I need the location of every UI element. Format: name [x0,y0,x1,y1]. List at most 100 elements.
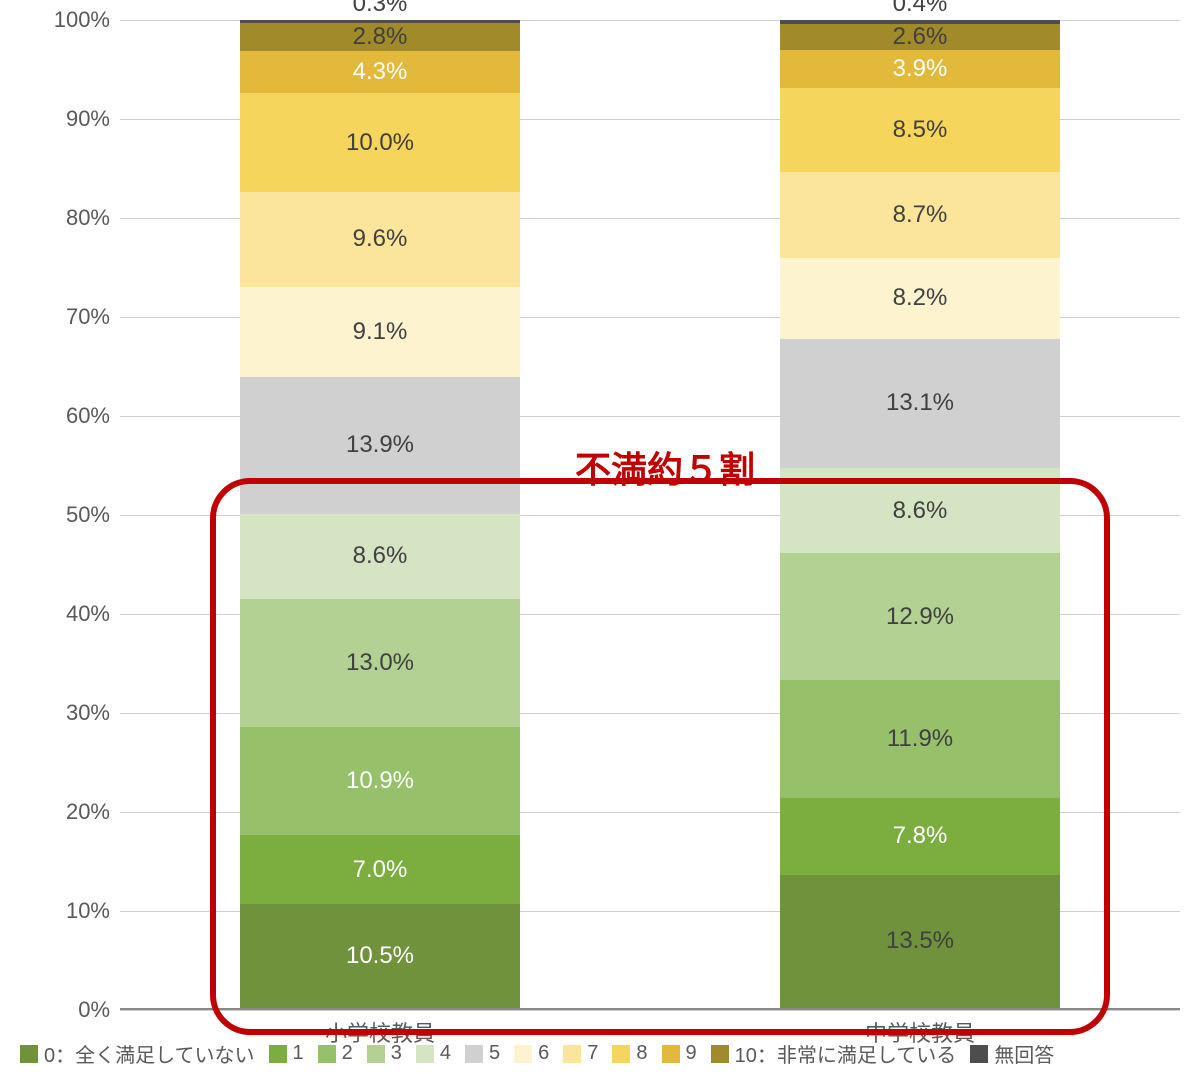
legend-item: 2 [318,1042,353,1065]
data-label: 8.6% [893,497,948,525]
plot-area: 0%10%20%30%40%50%60%70%80%90%100%10.5%7.… [120,20,1180,1010]
bar-segment: 10.9% [240,727,520,835]
legend-item: 7 [563,1042,598,1065]
legend-label: 7 [587,1042,598,1065]
bar-segment: 10.5% [240,904,520,1008]
data-label: 8.7% [893,201,948,229]
data-label: 13.9% [346,431,414,459]
legend-label: 10：非常に満足している [735,1039,957,1068]
data-label: 10.0% [346,129,414,157]
legend-item: 10：非常に満足している [711,1039,957,1068]
legend-swatch [465,1045,483,1063]
bar-segment: 13.5% [780,875,1060,1008]
y-tick-label: 80% [66,205,110,231]
bar-segment: 9.1% [240,287,520,377]
legend-label: 6 [538,1042,549,1065]
legend-label: 2 [342,1042,353,1065]
bar-group: 13.5% 7.8% 11.9% 12.9% 8.6% 13.1% 8.2% 8.7% 8.5%… [780,20,1060,1008]
legend-label: 9 [686,1042,697,1065]
data-label: 10.9% [346,767,414,795]
bar-segment: 8.7% [780,172,1060,258]
annotation-text: 不満約５割 [515,441,815,493]
data-label: 12.9% [886,603,954,631]
bar-segment: 8.6% [780,468,1060,553]
legend: 0：全く満足していない 1 2 3 4 5 6 7 8 9 10：非常に満足している 無回答 [20,1039,1180,1068]
legend-swatch [416,1045,434,1063]
data-label: 13.5% [886,927,954,955]
bar-segment: 11.9% [780,680,1060,797]
legend-swatch [612,1045,630,1063]
bar-segment: 13.0% [240,599,520,727]
bar-segment [780,20,1060,24]
legend-item: 3 [367,1042,402,1065]
y-tick-label: 30% [66,700,110,726]
y-tick-label: 40% [66,601,110,627]
legend-label: 0：全く満足していない [44,1039,255,1068]
bar-segment: 13.1% [780,339,1060,468]
legend-label: 1 [293,1042,304,1065]
bar-segment: 7.8% [780,798,1060,875]
y-tick-label: 0% [78,997,110,1023]
legend-item: 8 [612,1042,647,1065]
data-label: 9.6% [353,225,408,253]
y-tick-label: 10% [66,898,110,924]
legend-swatch [711,1045,729,1063]
legend-item: 1 [269,1042,304,1065]
legend-swatch [367,1045,385,1063]
y-tick-label: 20% [66,799,110,825]
bar-segment: 8.2% [780,258,1060,339]
data-label: 0.4% [780,0,1060,18]
data-label: 2.8% [353,23,408,51]
bar-segment: 2.6% [780,24,1060,50]
data-label: 13.0% [346,649,414,677]
legend-item: 5 [465,1042,500,1065]
data-label: 8.5% [893,116,948,144]
legend-item: 9 [662,1042,697,1065]
legend-label: 無回答 [994,1039,1054,1068]
data-label: 4.3% [353,58,408,86]
y-tick-label: 100% [54,7,110,33]
legend-label: 3 [391,1042,402,1065]
bar-segment: 3.9% [780,50,1060,88]
bar-segment: 12.9% [780,553,1060,680]
bar-segment: 13.9% [240,377,520,514]
legend-label: 5 [489,1042,500,1065]
legend-swatch [662,1045,680,1063]
data-label: 0.3% [240,0,520,18]
bar-segment: 8.6% [240,514,520,599]
bar-segment: 10.0% [240,93,520,192]
legend-label: 4 [440,1042,451,1065]
legend-swatch [970,1045,988,1063]
bar-segment: 8.5% [780,88,1060,172]
data-label: 11.9% [887,725,953,753]
legend-item: 4 [416,1042,451,1065]
data-label: 8.2% [893,284,948,312]
legend-label: 8 [636,1042,647,1065]
bar-segment: 4.3% [240,51,520,93]
legend-swatch [318,1045,336,1063]
legend-item: 無回答 [970,1039,1054,1068]
y-tick-label: 70% [66,304,110,330]
legend-item: 6 [514,1042,549,1065]
bar-segment: 2.8% [240,23,520,51]
legend-swatch [563,1045,581,1063]
legend-item: 0：全く満足していない [20,1039,255,1068]
y-tick-label: 50% [66,502,110,528]
chart-container: 0% 10% 20% 30% 40% 50% 60% 70% 80% 90% 100% 10.5% 7.… [0,0,1200,1074]
y-tick-label: 90% [66,106,110,132]
data-label: 10.5% [346,942,414,970]
bar-segment [240,20,520,23]
data-label: 2.6% [893,23,948,51]
data-label: 7.0% [353,856,408,884]
data-label: 8.6% [353,542,408,570]
y-tick-label: 60% [66,403,110,429]
bar-group: 10.5% 7.0% 10.9% 13.0% 8.6% 13.9% 9.1% 9.6% 10.0… [240,20,520,1008]
legend-swatch [269,1045,287,1063]
legend-swatch [20,1045,38,1063]
bar-segment: 7.0% [240,835,520,904]
data-label: 3.9% [893,55,948,83]
data-label: 7.8% [893,822,948,850]
gridline [120,1010,1180,1011]
data-label: 13.1% [886,389,954,417]
data-label: 9.1% [353,318,408,346]
